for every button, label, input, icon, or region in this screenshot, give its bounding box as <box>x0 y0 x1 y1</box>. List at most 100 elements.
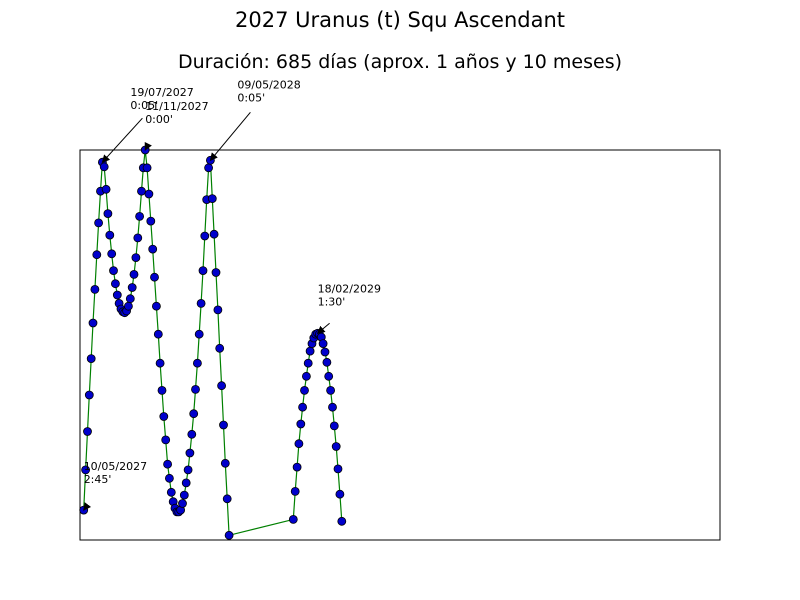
data-point <box>103 209 113 219</box>
data-point <box>191 384 200 394</box>
data-point <box>222 494 232 504</box>
data-point <box>288 515 298 524</box>
data-point <box>179 490 189 500</box>
data-point <box>320 347 330 357</box>
data-point <box>207 194 217 204</box>
data-point <box>90 284 100 294</box>
data-point <box>112 290 122 300</box>
data-point <box>220 458 230 468</box>
data-point <box>109 266 118 276</box>
data-point <box>84 390 94 400</box>
data-point <box>331 442 341 451</box>
annotation-arrow <box>209 111 251 162</box>
data-point <box>127 283 137 292</box>
data-point <box>185 448 195 458</box>
data-point <box>123 301 133 311</box>
data-point <box>181 478 191 488</box>
annotation-value: 0:05' <box>237 91 265 104</box>
data-point <box>81 465 90 475</box>
data-point <box>211 268 221 277</box>
annotation-value: 0:05' <box>130 99 158 112</box>
annotation-value: 1:30' <box>318 295 346 308</box>
data-point <box>107 249 117 259</box>
data-point <box>333 464 343 474</box>
annotation-date: 11/11/2027 <box>145 100 208 113</box>
data-point <box>151 301 161 311</box>
annotation-arrow <box>144 141 152 151</box>
data-point <box>101 184 111 194</box>
data-point <box>300 385 309 395</box>
data-point <box>215 343 225 353</box>
data-point <box>290 486 300 496</box>
annotation-layer: 10/05/20272:45'19/07/20270:05'11/11/2027… <box>83 78 381 511</box>
data-point <box>337 516 347 526</box>
data-point <box>178 499 187 508</box>
data-point <box>194 329 204 339</box>
data-point <box>125 294 135 304</box>
data-point <box>196 298 206 308</box>
data-point <box>135 211 145 221</box>
data-point <box>150 272 159 282</box>
data-point <box>294 439 304 449</box>
data-point <box>298 402 308 412</box>
annotation-value: 2:45' <box>84 473 112 486</box>
data-point <box>159 412 169 421</box>
data-point <box>148 244 158 254</box>
data-point <box>192 358 202 368</box>
annotation-date: 19/07/2027 <box>130 86 193 99</box>
data-point <box>217 381 227 391</box>
data-point <box>92 250 102 260</box>
data-point <box>153 329 163 339</box>
plot-area-frame <box>79 149 721 541</box>
data-point <box>301 371 311 381</box>
data-point <box>142 163 152 173</box>
data-point <box>335 489 345 499</box>
data-point <box>219 420 228 430</box>
data-point <box>213 305 223 315</box>
data-point <box>224 530 234 540</box>
data-point <box>137 186 146 196</box>
data-point <box>326 385 336 395</box>
data-point <box>198 266 208 276</box>
chart-title: 2027 Uranus (t) Squ Ascendant <box>235 8 565 32</box>
data-point <box>328 402 337 412</box>
data-point <box>94 218 103 228</box>
data-point <box>166 487 176 497</box>
data-point <box>187 429 197 439</box>
annotation-arrow <box>83 502 92 511</box>
data-point <box>164 473 174 483</box>
data-point <box>83 427 92 436</box>
annotation-date: 18/02/2029 <box>318 282 381 295</box>
data-point <box>322 357 332 367</box>
annotation-arrow <box>316 322 330 334</box>
data-point <box>324 371 334 381</box>
data-point <box>200 231 210 241</box>
data-point <box>305 346 315 356</box>
data-point <box>163 459 173 469</box>
data-point <box>146 216 156 226</box>
data-point <box>88 318 98 328</box>
data-point <box>161 435 171 445</box>
chart-subtitle: Duración: 685 días (aprox. 1 años y 10 m… <box>177 51 623 73</box>
data-point <box>292 462 302 472</box>
data-point <box>204 163 214 173</box>
data-point <box>329 421 339 431</box>
data-point <box>303 358 313 368</box>
annotation-date: 09/05/2028 <box>237 78 300 91</box>
annotation-date: 10/05/2027 <box>84 460 147 473</box>
data-point <box>155 358 165 368</box>
data-point <box>105 230 115 240</box>
data-point <box>209 229 219 239</box>
data-point <box>189 409 199 419</box>
series-layer <box>79 145 347 540</box>
data-point <box>86 354 96 364</box>
data-point <box>157 385 167 395</box>
data-point <box>296 419 306 429</box>
data-point <box>183 465 193 475</box>
data-point <box>131 253 141 263</box>
annotation-value: 0:00' <box>145 113 173 126</box>
data-point <box>99 162 109 172</box>
data-point <box>144 189 154 199</box>
data-point <box>133 233 143 243</box>
